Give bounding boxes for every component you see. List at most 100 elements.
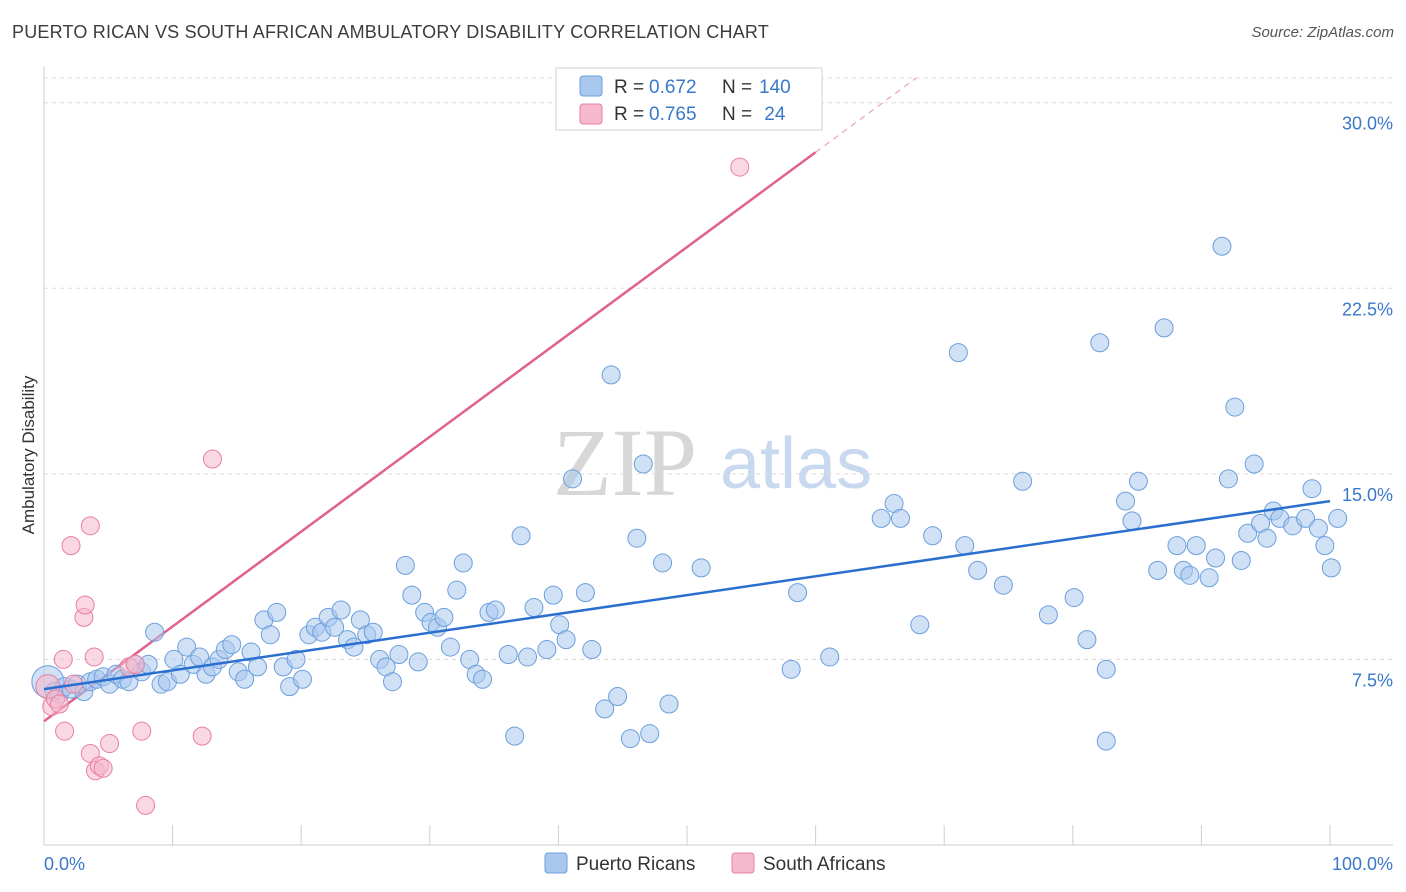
point-south-african: [730, 157, 750, 177]
y-tick-labels: 7.5% 15.0% 22.5% 30.0%: [1342, 114, 1393, 691]
point-south-african: [93, 758, 113, 778]
trend-lines-blue: [43, 499, 1331, 691]
point-puerto-rican: [1328, 508, 1348, 528]
point-puerto-rican: [1315, 536, 1335, 556]
bottom-legend-label-pink: South Africans: [763, 854, 886, 875]
point-puerto-rican: [1238, 523, 1258, 543]
point-puerto-rican: [1096, 731, 1116, 751]
axes: [43, 66, 1393, 846]
point-puerto-rican: [627, 528, 647, 548]
point-puerto-rican: [235, 669, 255, 689]
point-puerto-rican: [524, 597, 544, 617]
point-puerto-rican: [1321, 558, 1341, 578]
point-south-african: [125, 654, 145, 674]
series-puerto-ricans: [31, 236, 1348, 751]
point-puerto-rican: [653, 553, 673, 573]
point-puerto-rican: [177, 637, 197, 657]
bottom-legend-swatch-blue: [544, 852, 568, 874]
series-south-africans: [35, 157, 750, 815]
point-puerto-rican: [383, 672, 403, 692]
point-puerto-rican: [1090, 333, 1110, 353]
point-puerto-rican: [1212, 236, 1232, 256]
point-puerto-rican: [595, 699, 615, 719]
point-south-african: [55, 721, 75, 741]
point-puerto-rican: [788, 583, 808, 603]
trend-lines-pink: [43, 77, 917, 723]
watermark-zip: ZIP: [553, 409, 697, 516]
point-puerto-rican: [1096, 659, 1116, 679]
point-south-african: [80, 516, 100, 536]
legend-swatch-blue: [579, 75, 603, 97]
legend-n-value-blue: 140: [759, 77, 791, 98]
point-puerto-rican: [633, 454, 653, 474]
legend-r-value-blue: 0.672: [649, 77, 697, 98]
trend-line-south-africans-extension: [815, 77, 917, 153]
point-puerto-rican: [601, 365, 621, 385]
point-puerto-rican: [1308, 518, 1328, 538]
x-tick-label-min: 0.0%: [44, 854, 85, 874]
point-puerto-rican: [1231, 550, 1251, 570]
point-puerto-rican: [247, 657, 267, 677]
legend-box: R = 0.672 N = 140 R = 0.765 N = 24: [555, 67, 823, 131]
point-puerto-rican: [608, 687, 628, 707]
point-puerto-rican: [1128, 471, 1148, 491]
watermark-atlas: atlas: [720, 424, 872, 504]
point-puerto-rican: [890, 508, 910, 528]
point-south-african: [75, 595, 95, 615]
point-puerto-rican: [1077, 630, 1097, 650]
source-label: Source: ZipAtlas.com: [1251, 24, 1394, 41]
point-south-african: [61, 536, 81, 556]
point-puerto-rican: [1038, 605, 1058, 625]
y-tick-label: 30.0%: [1342, 114, 1393, 134]
legend-n-label-pink: N =: [722, 104, 752, 125]
point-puerto-rican: [145, 622, 165, 642]
point-puerto-rican: [871, 508, 891, 528]
point-puerto-rican: [575, 583, 595, 603]
legend-n-label-blue: N =: [722, 77, 752, 98]
point-puerto-rican: [498, 644, 518, 664]
point-puerto-rican: [537, 640, 557, 660]
point-south-african: [202, 449, 222, 469]
point-puerto-rican: [511, 526, 531, 546]
point-puerto-rican: [286, 649, 306, 669]
point-puerto-rican: [1013, 471, 1033, 491]
point-puerto-rican: [440, 637, 460, 657]
point-puerto-rican: [1186, 536, 1206, 556]
point-puerto-rican: [518, 647, 538, 667]
x-tick-label-max: 100.0%: [1332, 854, 1393, 874]
point-puerto-rican: [267, 602, 287, 622]
trend-line-puerto-ricans: [43, 499, 1331, 691]
point-puerto-rican: [1148, 560, 1168, 580]
point-south-african: [132, 721, 152, 741]
legend-r-label-pink: R =: [614, 104, 644, 125]
point-puerto-rican: [1116, 491, 1136, 511]
point-puerto-rican: [563, 469, 583, 489]
point-puerto-rican: [1064, 588, 1084, 608]
point-puerto-rican: [395, 555, 415, 575]
point-puerto-rican: [620, 729, 640, 749]
point-puerto-rican: [1180, 565, 1200, 585]
point-puerto-rican: [453, 553, 473, 573]
point-south-african: [84, 647, 104, 667]
point-puerto-rican: [434, 607, 454, 627]
point-puerto-rican: [1296, 508, 1316, 528]
point-puerto-rican: [1218, 469, 1238, 489]
point-puerto-rican: [1206, 548, 1226, 568]
point-puerto-rican: [473, 669, 493, 689]
point-puerto-rican: [556, 630, 576, 650]
point-puerto-rican: [1244, 454, 1264, 474]
point-south-african: [192, 726, 212, 746]
point-puerto-rican: [325, 617, 345, 637]
point-south-african: [100, 734, 120, 754]
point-puerto-rican: [389, 644, 409, 664]
y-axis-label: Ambulatory Disability: [19, 375, 38, 534]
point-south-african: [49, 694, 69, 714]
point-puerto-rican: [691, 558, 711, 578]
point-puerto-rican: [910, 615, 930, 635]
point-puerto-rican: [582, 640, 602, 660]
point-puerto-rican: [1122, 511, 1142, 531]
point-puerto-rican: [543, 585, 563, 605]
point-puerto-rican: [659, 694, 679, 714]
point-puerto-rican: [447, 580, 467, 600]
